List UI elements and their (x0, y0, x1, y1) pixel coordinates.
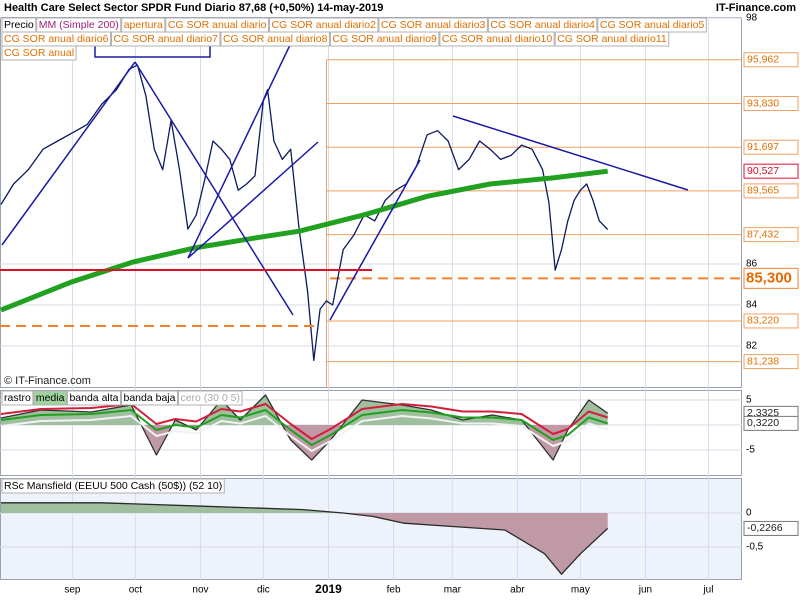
legend-box (110, 31, 221, 47)
y-tick-label: 0 (746, 508, 752, 519)
x-tick-label: nov (192, 585, 208, 596)
level-label: 83,220 (747, 315, 779, 327)
legend-label: CG SOR anual diario10 (442, 33, 552, 45)
legend-label: CG SOR anual diario8 (223, 33, 328, 45)
legend-box (66, 390, 121, 406)
y-tick-label: -0,5 (746, 542, 764, 553)
trend-line (1, 61, 136, 246)
area-positive (1, 502, 608, 514)
legend-box (329, 31, 440, 47)
drawings (0, 44, 689, 327)
level-label-box (743, 95, 799, 111)
level-label: 93,830 (747, 97, 779, 109)
plot (1, 502, 609, 575)
plot (0, 59, 742, 388)
level-label: 91,697 (747, 141, 779, 153)
legend-label: CG SOR anual diario5 (600, 19, 705, 31)
legend-box (121, 390, 178, 406)
price-panel (0, 17, 742, 388)
series-line (0, 415, 609, 452)
legend-label: MM (Simple 200) (39, 19, 119, 31)
site-name: IT-Finance.com (716, 2, 796, 14)
x-tick-label: abr (510, 585, 525, 596)
series-line (0, 64, 609, 361)
x-tick-label: mar (444, 585, 462, 596)
trend-line (329, 159, 421, 321)
legend-box (220, 31, 330, 47)
legend-label: banda baja (124, 392, 176, 404)
last-value-box (743, 163, 799, 179)
y-tick-label: 84 (746, 300, 758, 311)
y-tick-label: -5 (746, 445, 755, 456)
level-label-box (743, 183, 799, 199)
last-value-label: 0,3220 (747, 417, 779, 429)
legend-box (554, 31, 670, 47)
legend-label: cero (30 0 5) (180, 392, 240, 404)
watermark: © IT-Finance.com (4, 375, 91, 387)
x-tick-label: may (571, 585, 590, 596)
trend-line (187, 44, 291, 259)
legend-label: media (36, 392, 65, 404)
level-label-box (743, 354, 799, 370)
legend-label: apertura (124, 19, 163, 31)
plot (0, 394, 609, 461)
level-label-box (743, 52, 799, 68)
area-negative (343, 513, 608, 575)
last-value-box (743, 520, 799, 536)
level-label: 89,565 (747, 185, 779, 197)
x-tick-label: sep (64, 585, 81, 596)
key-level-label: 85,300 (746, 269, 792, 286)
series-line (0, 409, 608, 446)
legend-box (1, 478, 225, 494)
y-tick-label: 86 (746, 259, 758, 270)
trend-line (187, 141, 319, 259)
series-line (1, 502, 609, 575)
x-tick-label: jun (638, 585, 652, 596)
legend-label: rastro (4, 392, 31, 404)
legend-label: RSc Mansfield (EEUU 500 Cash (50$)) (52 … (4, 480, 222, 492)
x-tick-label: feb (387, 585, 401, 596)
x-tick-label: jul (702, 585, 713, 596)
legend-box (33, 390, 67, 406)
legend-label: CG SOR anual (4, 47, 74, 59)
y-tick-label: 5 (746, 395, 752, 406)
last-value-box (743, 415, 799, 431)
legend-label: CG SOR anual diario7 (113, 33, 218, 45)
trend-line (134, 61, 294, 316)
legend-box (1, 390, 34, 406)
legend-box (439, 31, 555, 47)
level-label: 87,432 (747, 228, 779, 240)
x-tick-label: dic (257, 585, 270, 596)
bracket (94, 45, 211, 58)
level-label: 95,962 (747, 54, 779, 66)
legend-label: CG SOR anual diario3 (381, 19, 486, 31)
rsc-panel (0, 478, 742, 580)
trend-line (452, 115, 689, 191)
key-level-box (743, 267, 799, 289)
legend-label: CG SOR anual diario9 (332, 33, 437, 45)
legend-label: banda alta (69, 392, 118, 404)
series-line (0, 403, 609, 440)
x-tick-label: oct (129, 585, 143, 596)
legend-box (1, 45, 77, 61)
last-value-label: -0,2266 (747, 522, 783, 534)
level-label-box (743, 227, 799, 243)
level-label-box (743, 313, 799, 329)
level-label-box (743, 139, 799, 155)
level-label: 81,238 (747, 355, 779, 367)
legend-label: Precio (4, 19, 34, 31)
legend-label: CG SOR anual diario6 (4, 33, 109, 45)
legend-box (177, 390, 243, 406)
y-tick-label: 82 (746, 341, 758, 352)
chart-title: Health Care Select Sector SPDR Fund Diar… (4, 2, 383, 14)
series-line (0, 168, 609, 313)
last-value-label: 90,527 (747, 165, 779, 177)
legend-label: CG SOR anual diario2 (271, 19, 376, 31)
x-tick-label: 2019 (315, 582, 342, 596)
legend-label: CG SOR anual diario (168, 19, 267, 31)
y-tick-label: 98 (746, 13, 758, 24)
legend-label: CG SOR anual diario11 (557, 33, 667, 45)
legend-label: CG SOR anual diario4 (490, 19, 595, 31)
